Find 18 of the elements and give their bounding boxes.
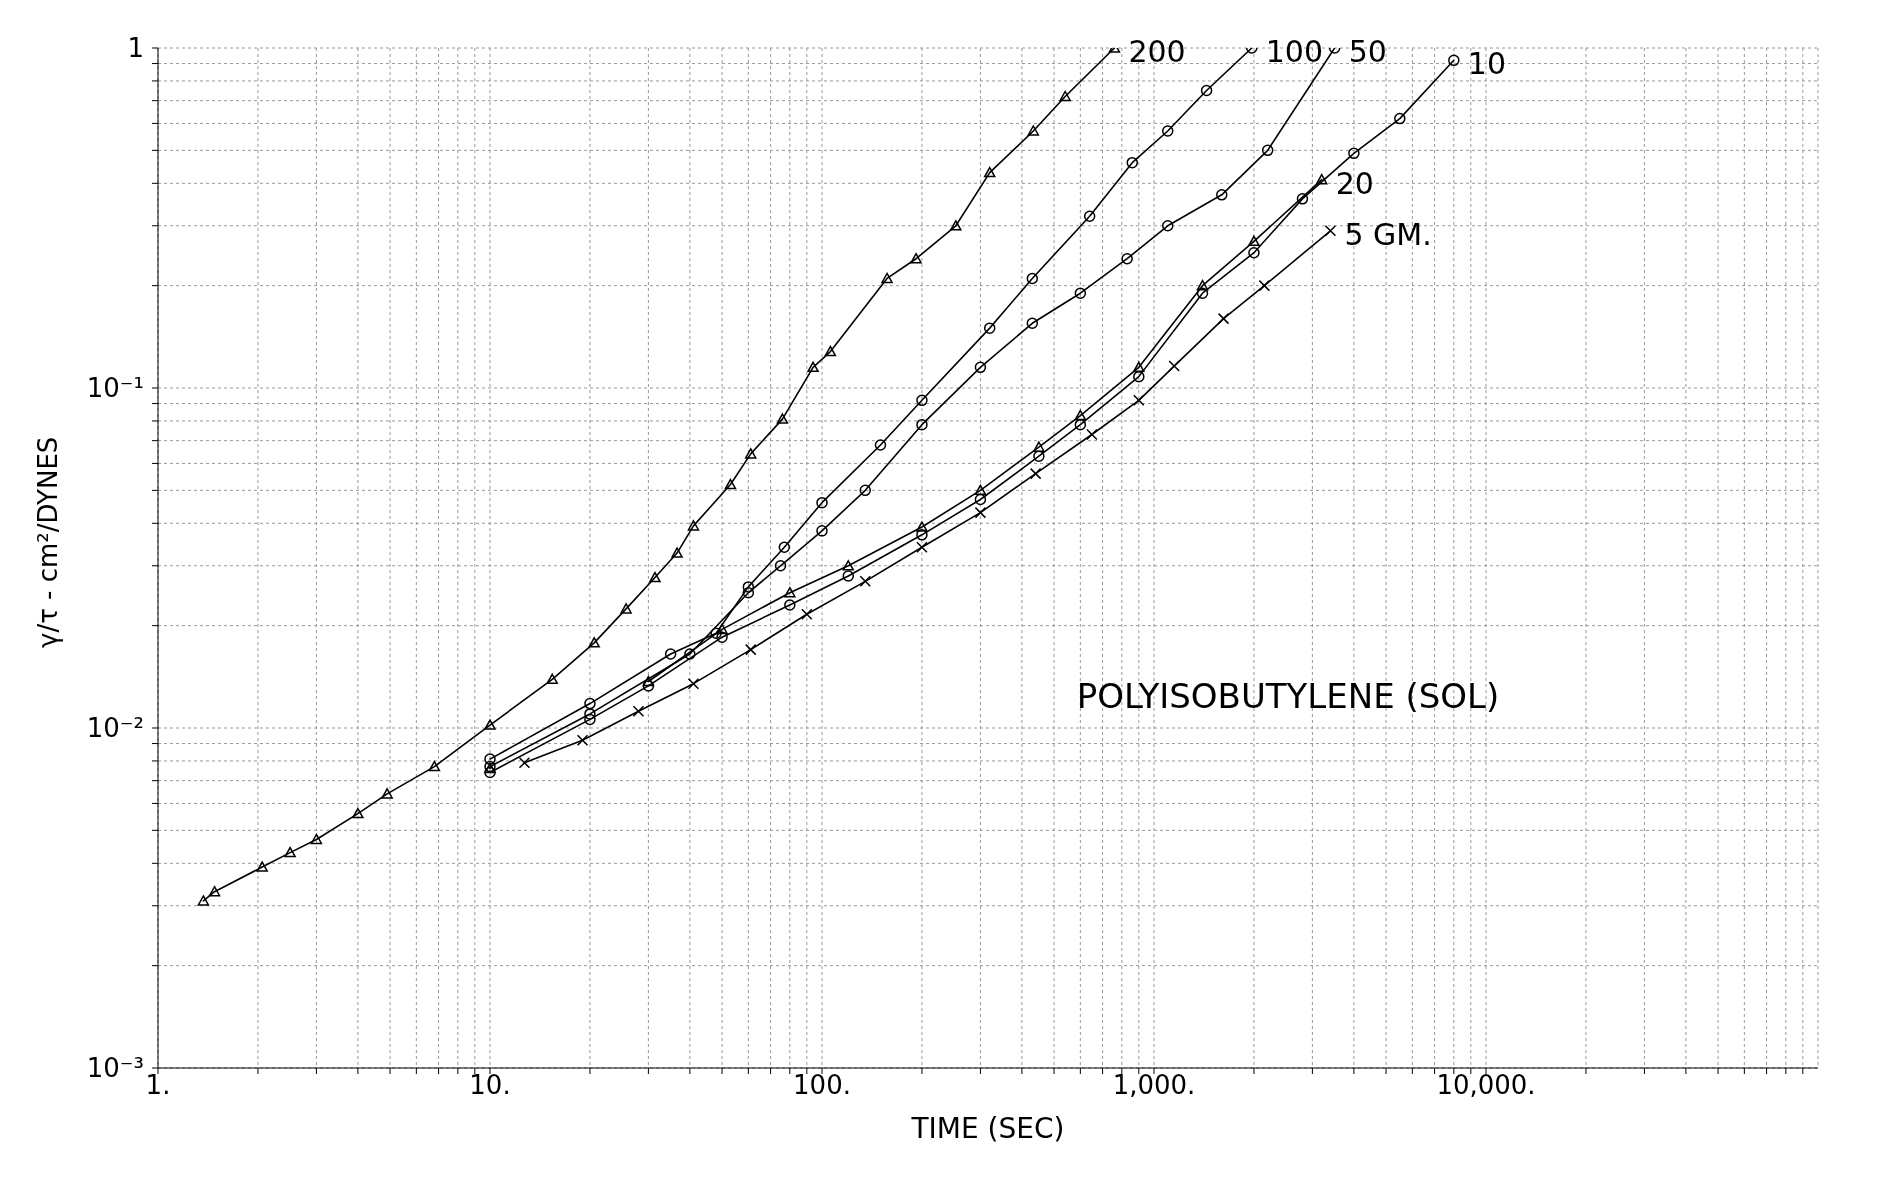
y-tick-label: 1 — [127, 33, 144, 63]
x-tick-label: 1,000. — [1112, 1070, 1196, 1101]
series-label: 5 GM. — [1344, 216, 1432, 252]
x-tick-label: 10. — [469, 1070, 511, 1101]
series-label: 20 — [1335, 165, 1374, 201]
y-tick-label: 10⁻² — [86, 713, 144, 743]
series-label: 200 — [1128, 34, 1186, 69]
y-axis-title: γ/τ - cm²/DYNES — [33, 436, 64, 648]
text: POLYISOBUTYLENE (SOL) — [1076, 676, 1500, 716]
x-axis-title: TIME (SEC) — [910, 1112, 1065, 1145]
series-label: 100 — [1265, 34, 1324, 69]
y-tick-label: 10⁻³ — [86, 1053, 144, 1083]
x-tick-label: 100. — [793, 1070, 851, 1101]
x-tick-label: 10,000. — [1436, 1070, 1536, 1101]
x-tick-label: 1. — [145, 1070, 171, 1101]
series-label: 10 — [1467, 46, 1507, 82]
series-label: 50 — [1348, 34, 1387, 69]
y-tick-label: 10⁻¹ — [86, 373, 144, 403]
